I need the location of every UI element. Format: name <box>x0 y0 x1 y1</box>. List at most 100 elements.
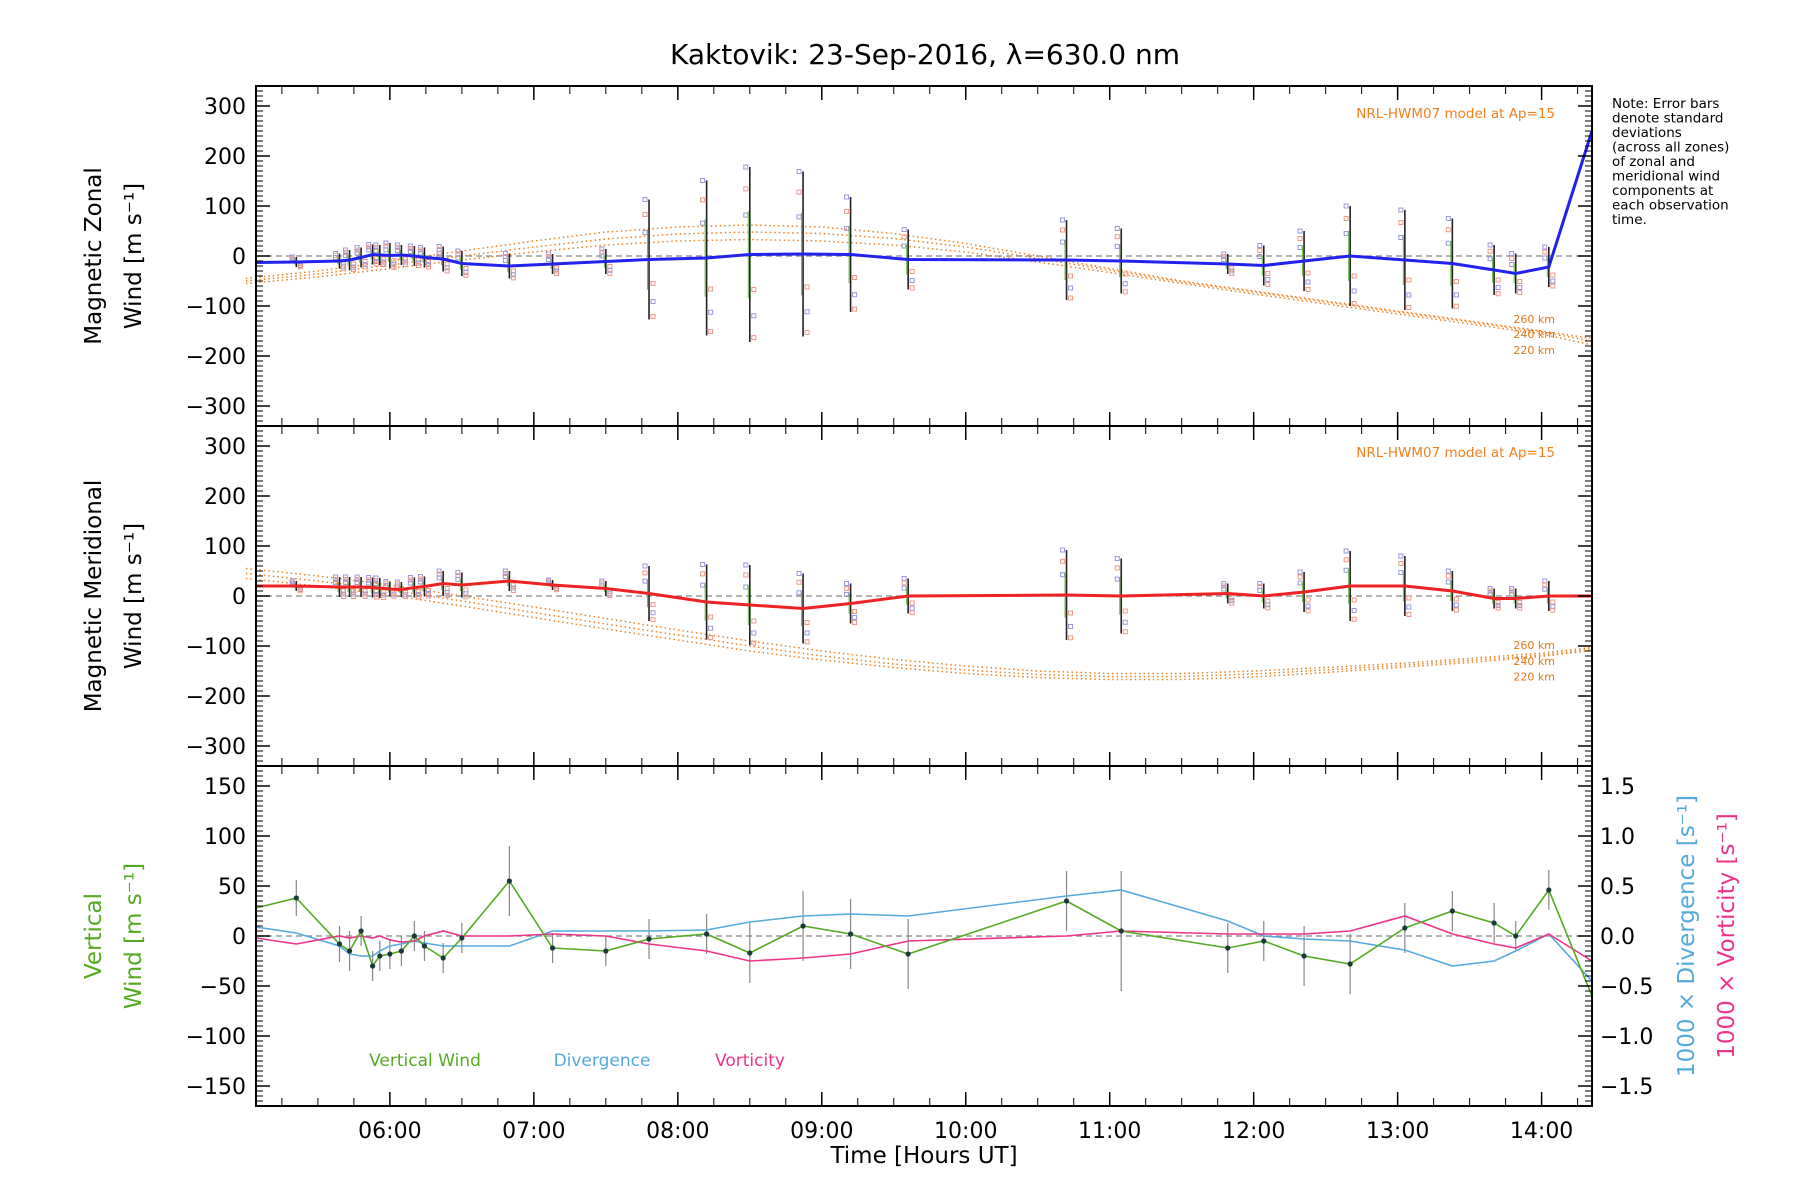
y-tick-label: 50 <box>218 875 246 900</box>
zone-marker <box>1122 619 1128 625</box>
zone-marker <box>1297 569 1303 575</box>
x-tick-label: 06:00 <box>358 1119 421 1144</box>
meridional-ylabel: Magnetic Meridional Wind [m s⁻¹] <box>81 480 147 713</box>
zone-marker <box>708 329 714 335</box>
zone-marker <box>901 227 907 232</box>
zone-marker <box>1453 602 1459 608</box>
zone-marker <box>554 271 560 276</box>
zone-marker <box>1114 234 1120 240</box>
zone-marker <box>852 306 858 312</box>
zone-marker <box>1343 548 1349 554</box>
zone-marker <box>743 562 749 568</box>
zone-marker <box>381 589 387 595</box>
zone-marker <box>1221 254 1227 259</box>
vertical-wind-point <box>459 935 465 941</box>
zone-marker <box>1550 272 1556 278</box>
zonal-ylabel-line1: Magnetic Zonal <box>81 167 107 345</box>
zone-marker <box>1509 256 1515 261</box>
y-tick-label: −300 <box>186 735 246 760</box>
zone-marker <box>391 593 397 599</box>
zone-marker <box>1060 217 1066 223</box>
vertical-wind-point <box>1449 908 1455 914</box>
y-tick-label: −300 <box>186 395 246 420</box>
zone-marker <box>415 589 421 594</box>
y2-tick-label: −1.0 <box>1600 1025 1653 1050</box>
y-tick-label: 0 <box>232 925 246 950</box>
zone-marker <box>1445 216 1451 221</box>
meridional-model-label: NRL-HWM07 model at Ap=15 <box>1356 445 1555 461</box>
zone-marker <box>341 588 346 594</box>
zone-marker <box>1406 305 1412 310</box>
vertical-wind-point <box>1301 953 1307 959</box>
zone-marker <box>417 247 423 253</box>
y-tick-label: −200 <box>186 685 246 710</box>
vertical-wind-point <box>440 955 446 961</box>
meridional-ylabel-line2: Wind [m s⁻¹] <box>121 523 147 669</box>
zone-marker <box>1509 588 1515 594</box>
zone-marker <box>901 234 907 240</box>
zone-marker <box>1060 239 1066 245</box>
zone-marker <box>607 593 613 599</box>
zone-marker <box>642 212 648 217</box>
x-tick-label: 08:00 <box>646 1119 709 1144</box>
altitude-label: 220 km <box>1513 344 1555 357</box>
vertical-wind-point <box>847 931 854 937</box>
zone-marker <box>1229 265 1235 271</box>
zone-marker <box>708 625 714 631</box>
zone-marker <box>1398 561 1404 566</box>
zone-marker <box>852 275 858 280</box>
zone-marker <box>362 594 368 599</box>
zone-marker <box>510 272 516 278</box>
zone-marker <box>373 578 379 583</box>
y-tick-label: −200 <box>186 345 246 370</box>
zone-marker <box>743 572 749 578</box>
altitude-label: 240 km <box>1513 328 1555 341</box>
note-line: each observation <box>1612 198 1729 214</box>
zone-marker <box>1122 629 1128 635</box>
zone-marker <box>1114 243 1120 249</box>
zone-marker <box>700 562 706 567</box>
zone-marker <box>391 261 397 267</box>
zone-marker <box>1343 567 1349 573</box>
vertical-ylabel-line2: Wind [m s⁻¹] <box>121 863 147 1009</box>
vertical-wind-point <box>1546 887 1552 893</box>
vertical-wind-point <box>398 948 405 954</box>
zone-marker <box>1114 576 1120 582</box>
zone-marker <box>1453 596 1459 602</box>
note-line: denote standard <box>1612 111 1723 127</box>
y-tick-label: 300 <box>204 95 246 120</box>
zone-marker <box>1509 251 1515 256</box>
y2-tick-label: 1.0 <box>1600 825 1635 850</box>
zone-marker <box>700 571 706 577</box>
zone-marker <box>1495 291 1501 297</box>
zonal-ylabel-line2: Wind [m s⁻¹] <box>121 183 147 329</box>
zone-marker <box>510 588 516 593</box>
zone-marker <box>1068 624 1074 629</box>
zone-marker <box>642 197 648 202</box>
note-line: Note: Error bars <box>1612 96 1719 112</box>
zone-marker <box>599 246 605 252</box>
vertical-error-bars <box>295 846 1550 994</box>
vertical-wind-point <box>549 945 556 951</box>
zone-marker <box>1495 600 1501 605</box>
zone-marker <box>381 262 387 267</box>
vertical-wind-point <box>1513 933 1519 939</box>
y-tick-label: 300 <box>204 435 246 460</box>
vertical-wind-point <box>346 948 353 954</box>
zone-marker <box>796 189 802 195</box>
zone-marker <box>1351 616 1357 622</box>
zone-marker <box>1265 605 1271 611</box>
zone-marker <box>425 588 431 593</box>
zone-marker <box>804 329 810 335</box>
zone-marker <box>1495 605 1501 611</box>
zonal-model-curves <box>245 224 1593 346</box>
zone-marker <box>1257 581 1263 586</box>
zone-marker <box>1351 608 1357 613</box>
zone-marker <box>407 246 413 251</box>
x-tick-label: 14:00 <box>1510 1119 1573 1144</box>
zone-marker <box>554 265 560 271</box>
zone-marker <box>1487 256 1493 262</box>
zone-marker <box>444 592 450 598</box>
